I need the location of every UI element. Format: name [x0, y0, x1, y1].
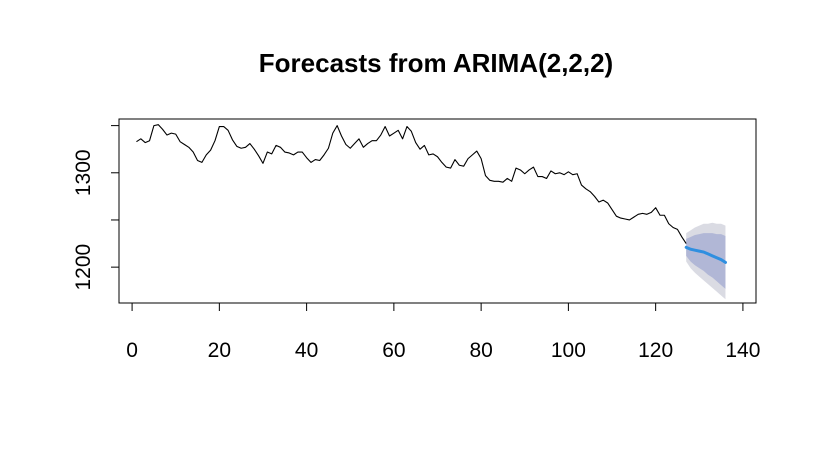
interval-80-layer [686, 233, 726, 289]
history-layer [136, 124, 687, 244]
chart-title: Forecasts from ARIMA(2,2,2) [259, 48, 613, 78]
y-tick-label: 1300 [72, 149, 95, 196]
x-tick-label: 120 [638, 339, 673, 362]
forecast-layer [684, 245, 727, 264]
x-tick-label: 40 [295, 339, 318, 362]
x-tick-label: 80 [469, 339, 492, 362]
x-tick-label: 20 [208, 339, 231, 362]
plot-frame [118, 118, 757, 304]
x-tick-label: 60 [382, 339, 405, 362]
x-tick-label: 100 [551, 339, 586, 362]
x-tick-label: 0 [126, 339, 138, 362]
forecast-line [684, 245, 727, 264]
history-line [136, 124, 687, 244]
y-tick-label: 1200 [72, 244, 95, 291]
interval-80-band [686, 233, 726, 289]
y-axis: 1200 1300 [72, 125, 120, 291]
x-axis: 0 20 40 60 80 100 120 140 [126, 302, 760, 362]
x-tick-label: 140 [725, 339, 760, 362]
